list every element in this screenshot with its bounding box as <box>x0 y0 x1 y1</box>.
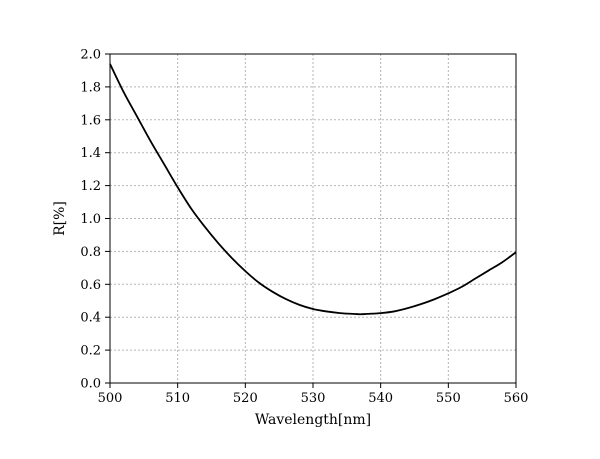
x-tick-label: 510 <box>165 391 190 406</box>
x-tick-label: 560 <box>504 391 529 406</box>
x-tick-labels: 500 510 520 530 540 550 560 <box>98 391 529 406</box>
x-axis-title: Wavelength[nm] <box>255 412 371 428</box>
y-tick-label: 1.0 <box>80 212 101 227</box>
y-axis-title: R[%] <box>52 201 68 236</box>
grid-lines <box>110 54 516 383</box>
y-tick-label: 0.6 <box>80 278 101 293</box>
y-tick-label: 1.6 <box>80 113 101 128</box>
y-tick-label: 2.0 <box>80 48 101 63</box>
x-tick-label: 530 <box>301 391 326 406</box>
y-tick-label: 0.0 <box>80 377 101 392</box>
y-tick-label: 1.2 <box>80 179 101 194</box>
y-tick-label: 1.8 <box>80 80 101 95</box>
x-tick-label: 500 <box>98 391 123 406</box>
y-tick-label: 1.4 <box>80 146 101 161</box>
y-tick-label: 0.2 <box>80 344 101 359</box>
axis-ticks <box>105 53 517 388</box>
reflectance-curve <box>109 63 517 316</box>
y-tick-labels: 0.0 0.2 0.4 0.6 0.8 1.0 1.2 1.4 1.6 1.8 2.0 <box>80 48 101 392</box>
series-layer <box>109 63 517 316</box>
y-tick-label: 0.4 <box>80 311 101 326</box>
x-tick-label: 540 <box>368 391 393 406</box>
x-tick-label: 520 <box>233 391 258 406</box>
x-tick-label: 550 <box>436 391 461 406</box>
y-tick-label: 0.8 <box>80 245 101 260</box>
